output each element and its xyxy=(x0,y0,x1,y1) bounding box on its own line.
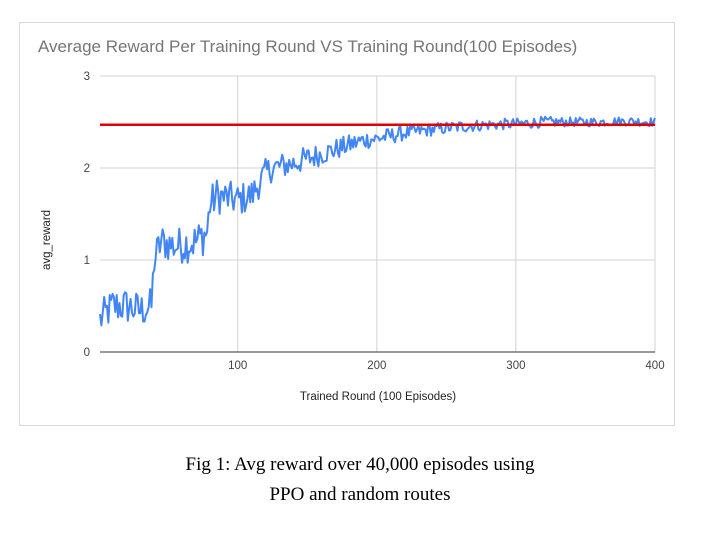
axes: 0 1 2 3 100 200 300 400 xyxy=(84,71,665,372)
chart-title: Average Reward Per Training Round VS Tra… xyxy=(38,37,577,56)
chart-container: Average Reward Per Training Round VS Tra… xyxy=(19,22,675,426)
x-tick-label: 200 xyxy=(367,360,386,372)
x-tick-label: 100 xyxy=(228,360,247,372)
grid xyxy=(100,75,656,352)
x-tick-label: 400 xyxy=(645,360,664,372)
y-tick-label: 1 xyxy=(84,255,90,267)
y-tick-label: 2 xyxy=(84,163,90,175)
x-axis-label: Trained Round (100 Episodes) xyxy=(300,391,456,403)
caption-line-2: PPO and random routes xyxy=(269,484,451,505)
avg-reward-series-line xyxy=(99,115,656,327)
y-tick-label: 3 xyxy=(84,71,90,83)
y-axis-label: avg_reward xyxy=(41,210,53,270)
series-layer xyxy=(99,115,656,327)
y-tick-label: 0 xyxy=(84,347,90,359)
figure-caption: Fig 1: Avg reward over 40,000 episodes u… xyxy=(0,450,720,510)
caption-line-1: Fig 1: Avg reward over 40,000 episodes u… xyxy=(185,454,535,475)
x-tick-label: 300 xyxy=(506,360,525,372)
chart-svg: Average Reward Per Training Round VS Tra… xyxy=(38,37,665,403)
